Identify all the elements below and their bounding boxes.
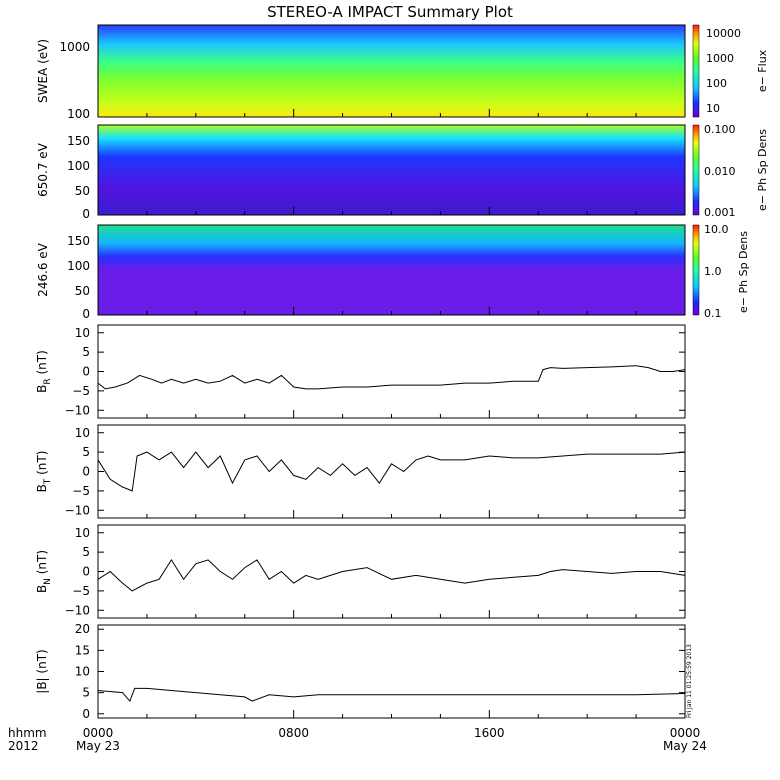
pa246-cbar-tick-01: 0.1 (704, 307, 722, 320)
pa650-spectrogram-panel: 150 100 50 0 650.7 eV 0.100 0.010 0.001 … (36, 123, 769, 221)
pa650-ytick-0: 0 (82, 207, 90, 221)
bn-ytick-label: 10 (75, 526, 90, 540)
bmag-ylabel: |B| (nT) (35, 649, 49, 693)
bn-ytick-label: 0 (82, 565, 90, 579)
bt-ylabel: BT (nT) (35, 451, 53, 493)
bmag-ytick-label: 15 (75, 643, 90, 657)
bn-ylabel: BN (nT) (35, 550, 53, 593)
xtick-label-2: 1600 (474, 726, 505, 740)
bmag-ytick-label: 0 (82, 707, 90, 721)
bmag-frame (97, 624, 686, 719)
swea-cbar-tick-10000: 10000 (706, 27, 741, 40)
br-ylabel: BR (nT) (35, 350, 53, 393)
br-ytick-label: 10 (75, 326, 90, 340)
bn-ytick-label: 5 (82, 545, 90, 559)
bt-ytick-label: −10 (65, 503, 90, 517)
pa246-ytick-150: 150 (67, 234, 90, 248)
pa650-colorbar (692, 124, 700, 216)
pa650-cbar-tick-0001: 0.001 (704, 206, 736, 219)
xaxis-unit-label: hhmm (8, 726, 47, 740)
xtick-label-0: 0000 (83, 726, 114, 740)
pa246-colorbar-label: e− Ph Sp Dens (737, 231, 750, 313)
br-ytick-label: −5 (72, 384, 90, 398)
pa246-ytick-0: 0 (82, 307, 90, 321)
swea-spectrogram (98, 25, 685, 117)
br-ytick-label: 0 (82, 365, 90, 379)
swea-ytick-1000: 1000 (59, 40, 90, 54)
pa246-spectrogram (98, 225, 685, 315)
bt-ytick-label: −5 (72, 484, 90, 498)
pa650-spectrogram (98, 125, 685, 215)
swea-cbar-tick-1000: 1000 (706, 52, 734, 65)
pa650-ytick-150: 150 (67, 134, 90, 148)
pa246-ylabel: 246.6 eV (36, 242, 50, 297)
pa650-cbar-tick-0100: 0.100 (704, 123, 736, 136)
swea-cbar-tick-10: 10 (706, 102, 720, 115)
pa246-colorbar (692, 224, 700, 316)
bt-ytick-label: 0 (82, 465, 90, 479)
swea-colorbar-label: e− Flux (756, 49, 769, 92)
pa650-ytick-100: 100 (67, 159, 90, 173)
bt-frame (97, 424, 686, 519)
swea-ytick-100: 100 (67, 107, 90, 121)
pa246-ytick-100: 100 (67, 259, 90, 273)
pa650-colorbar-label: e− Ph Sp Dens (756, 129, 769, 211)
swea-colorbar (692, 24, 700, 118)
bt-ytick-label: 10 (75, 426, 90, 440)
generation-timestamp: Fri Jan 11 01:25:59 2013 (686, 644, 693, 718)
plot-title: STEREO-A IMPACT Summary Plot (267, 3, 513, 21)
swea-ylabel: SWEA (eV) (36, 39, 50, 103)
br-frame (97, 324, 686, 419)
bn-frame (97, 524, 686, 619)
bt-ytick-label: 5 (82, 445, 90, 459)
pa246-cbar-tick-100: 10.0 (704, 223, 729, 236)
br-trace (97, 365, 686, 390)
br-ytick-label: −10 (65, 403, 90, 417)
bmag-ytick-label: 5 (82, 686, 90, 700)
pa650-cbar-tick-0010: 0.010 (704, 165, 736, 178)
xtick-date-3: May 24 (663, 739, 707, 753)
xtick-label-1: 0800 (278, 726, 309, 740)
swea-cbar-tick-100: 100 (706, 77, 727, 90)
pa246-spectrogram-panel: 150 100 50 0 246.6 eV 10.0 1.0 0.1 e− Ph… (36, 223, 750, 321)
swea-spectrogram-panel: 1000 100 SWEA (eV) 10000 1000 100 10 e− … (36, 24, 769, 121)
bmag-ytick-label: 10 (75, 665, 90, 679)
xtick-label-3: 0000 (670, 726, 701, 740)
pa246-ytick-50: 50 (75, 284, 90, 298)
pa650-ylabel: 650.7 eV (36, 142, 50, 197)
pa650-ytick-50: 50 (75, 184, 90, 198)
bn-trace (97, 558, 686, 592)
bmag-ytick-label: 20 (75, 622, 90, 636)
bt-trace (97, 451, 686, 492)
xaxis-year-label: 2012 (8, 739, 39, 753)
xtick-date-0: May 23 (76, 739, 120, 753)
pa246-cbar-tick-10: 1.0 (704, 265, 722, 278)
br-ytick-label: 5 (82, 345, 90, 359)
bn-ytick-label: −5 (72, 584, 90, 598)
bmag-trace (97, 687, 686, 703)
bn-ytick-label: −10 (65, 603, 90, 617)
